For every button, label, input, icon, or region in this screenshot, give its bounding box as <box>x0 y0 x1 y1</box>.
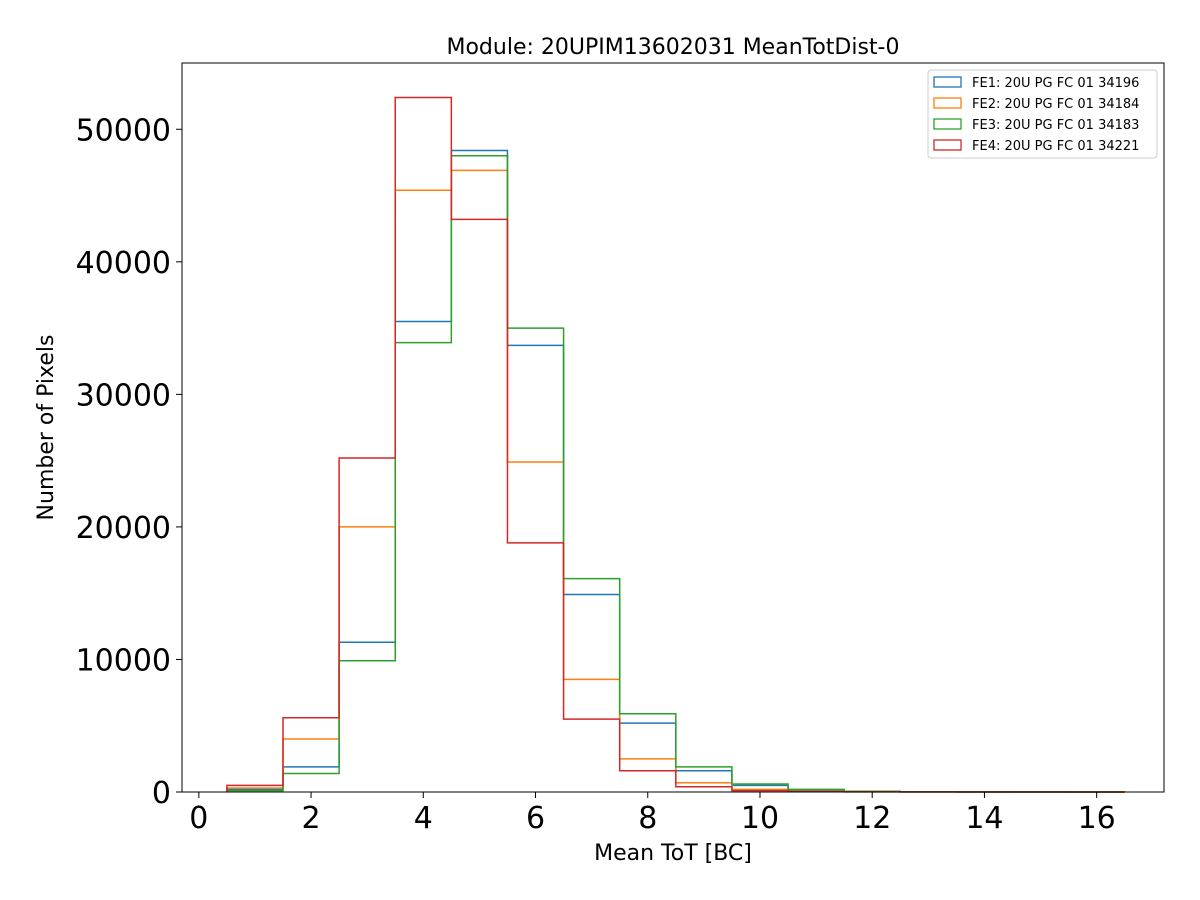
legend-swatch <box>933 139 962 151</box>
hist-bin <box>451 156 507 792</box>
hist-bin <box>395 321 451 792</box>
hist-bin <box>620 759 676 792</box>
x-tick-label: 10 <box>741 801 779 836</box>
legend-entry: FE2: 20U PG FC 01 34184 <box>933 97 1139 112</box>
hist-bin <box>507 328 563 792</box>
y-tick-label: 50000 <box>76 113 171 148</box>
hist-bin <box>620 723 676 792</box>
x-tick-label: 8 <box>638 801 657 836</box>
hist-bin <box>507 462 563 792</box>
y-tick-label: 0 <box>152 776 171 811</box>
series-fe1-outline <box>226 149 1126 793</box>
x-tick-label: 12 <box>853 801 891 836</box>
legend-entry: FE4: 20U PG FC 01 34221 <box>933 139 1139 154</box>
series-fe3 <box>226 155 1126 793</box>
legend-label: FE4: 20U PG FC 01 34221 <box>972 139 1139 154</box>
y-tick-label: 10000 <box>76 643 171 678</box>
legend-entries: FE1: 20U PG FC 01 34196 FE2: 20U PG FC 01… <box>933 76 1139 154</box>
y-tick-label: 30000 <box>76 378 171 413</box>
legend-label: FE2: 20U PG FC 01 34184 <box>972 97 1139 112</box>
series-fe4 <box>226 96 1125 793</box>
y-tick-label: 40000 <box>76 246 171 281</box>
hist-bin <box>339 527 395 792</box>
hist-bin <box>395 190 451 792</box>
legend: FE1: 20U PG FC 01 34196 FE2: 20U PG FC 01… <box>927 69 1158 159</box>
x-axis-label: Mean ToT [BC] <box>594 841 752 866</box>
legend-label: FE3: 20U PG FC 01 34183 <box>972 118 1139 133</box>
hist-bin <box>451 170 507 792</box>
x-tick-label: 2 <box>302 801 321 836</box>
x-tick-label: 6 <box>526 801 545 836</box>
x-tick-label: 4 <box>414 801 433 836</box>
hist-bin <box>620 771 676 792</box>
legend-entry: FE3: 20U PG FC 01 34183 <box>933 118 1139 133</box>
hist-bin <box>564 579 620 792</box>
hist-bin <box>507 543 563 792</box>
x-tick-label: 0 <box>189 801 208 836</box>
hist-bin <box>395 343 451 792</box>
hist-bin <box>507 345 563 792</box>
x-tick-label: 16 <box>1078 801 1116 836</box>
series-fe3-outline <box>226 155 1126 793</box>
y-axis-ticks: 0 10000 20000 30000 40000 50000 <box>76 113 182 811</box>
hist-bin <box>339 661 395 792</box>
x-tick-label: 14 <box>965 801 1003 836</box>
chart-title: Module: 20UPIM13602031 MeanTotDist-0 <box>446 35 899 60</box>
hist-bin <box>283 767 339 792</box>
hist-bin <box>676 771 732 792</box>
plot-frame <box>181 62 1165 793</box>
legend-swatch <box>933 97 962 109</box>
y-tick-label: 20000 <box>76 511 171 546</box>
series-fe4-outline <box>226 96 1125 793</box>
series-fe2-outline <box>226 169 1126 793</box>
hist-bin <box>451 150 507 792</box>
hist-bin <box>339 458 395 792</box>
legend-box <box>927 69 1158 159</box>
legend-swatch <box>933 118 962 130</box>
legend-swatch <box>933 76 962 88</box>
hist-bin <box>283 718 339 792</box>
histogram-series-layer <box>226 96 1126 793</box>
hist-bin <box>283 739 339 792</box>
hist-bin <box>564 679 620 792</box>
series-fe1 <box>226 149 1126 793</box>
hist-bin <box>564 719 620 792</box>
x-axis-ticks: 0 2 4 6 8 10 12 14 16 <box>189 792 1116 836</box>
legend-label: FE1: 20U PG FC 01 34196 <box>972 76 1139 91</box>
hist-bin <box>564 595 620 792</box>
hist-bin <box>676 787 732 792</box>
hist-bin <box>395 97 451 792</box>
y-axis-label: Number of Pixels <box>34 335 59 521</box>
series-fe2 <box>226 169 1126 793</box>
hist-bin <box>451 219 507 792</box>
legend-entry: FE1: 20U PG FC 01 34196 <box>933 76 1139 91</box>
hist-bin <box>339 642 395 792</box>
hist-bin <box>283 773 339 792</box>
hist-bin <box>620 714 676 792</box>
